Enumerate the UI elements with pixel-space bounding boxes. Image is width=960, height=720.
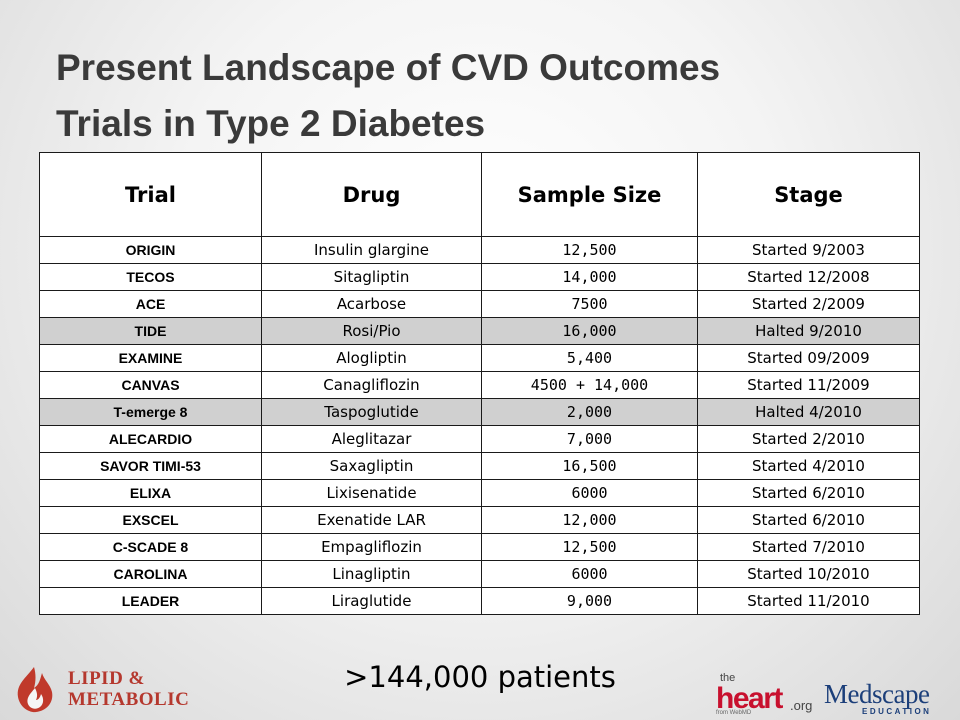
drug-cell: Rosi/Pio — [261, 317, 482, 345]
stage-cell: Started 6/2010 — [697, 506, 920, 534]
trial-cell: ELIXA — [39, 479, 262, 507]
trial-cell: LEADER — [39, 587, 262, 615]
header-stage: Stage — [697, 152, 920, 237]
table-row: C-SCADE 8 Empagliflozin 12,500 Started 7/20… — [39, 533, 920, 561]
trial-cell: ALECARDIO — [39, 425, 262, 453]
theheart-the: the — [720, 672, 736, 684]
medscape-name: Medscape — [824, 679, 930, 709]
drug-cell: Exenatide LAR — [261, 506, 482, 534]
drug-cell: Acarbose — [261, 290, 482, 318]
size-cell: 6000 — [481, 560, 698, 588]
theheart-logo: the heart .org from WebMD — [716, 672, 813, 718]
trial-cell: ACE — [39, 290, 262, 318]
drug-cell: Empagliflozin — [261, 533, 482, 561]
table-row: ALECARDIO Aleglitazar 7,000 Started 2/2010 — [39, 425, 920, 453]
table-row: LEADER Liraglutide 9,000 Started 11/2010 — [39, 587, 920, 615]
stage-cell: Started 4/2010 — [697, 452, 920, 480]
table-row: EXSCEL Exenatide LAR 12,000 Started 6/2010 — [39, 506, 920, 534]
slide-title: Present Landscape of CVD Outcomes Trials… — [56, 40, 720, 152]
size-cell: 5,400 — [481, 344, 698, 372]
trial-cell: EXSCEL — [39, 506, 262, 534]
header-trial: Trial — [39, 152, 262, 237]
table-row: EXAMINE Alogliptin 5,400 Started 09/2009 — [39, 344, 920, 372]
table-row: SAVOR TIMI-53 Saxagliptin 16,500 Started 4/… — [39, 452, 920, 480]
size-cell: 12,500 — [481, 533, 698, 561]
stage-cell: Started 10/2010 — [697, 560, 920, 588]
theheart-org: .org — [790, 698, 813, 713]
drug-cell: Sitagliptin — [261, 263, 482, 291]
size-cell: 12,500 — [481, 236, 698, 264]
size-cell: 9,000 — [481, 587, 698, 615]
stage-cell: Started 2/2009 — [697, 290, 920, 318]
stage-cell: Started 11/2009 — [697, 371, 920, 399]
trial-cell: TECOS — [39, 263, 262, 291]
theheart-heart: heart — [716, 682, 783, 715]
drug-cell: Taspoglutide — [261, 398, 482, 426]
drug-cell: Linagliptin — [261, 560, 482, 588]
stage-cell: Started 9/2003 — [697, 236, 920, 264]
table-row: TECOS Sitagliptin 14,000 Started 12/2008 — [39, 263, 920, 291]
size-cell: 7500 — [481, 290, 698, 318]
stage-cell: Started 11/2010 — [697, 587, 920, 615]
trial-cell: SAVOR TIMI-53 — [39, 452, 262, 480]
table-row: CAROLINA Linagliptin 6000 Started 10/2010 — [39, 560, 920, 588]
table-row-halted: TIDE Rosi/Pio 16,000 Halted 9/2010 — [39, 317, 920, 345]
table-row: ELIXA Lixisenatide 6000 Started 6/2010 — [39, 479, 920, 507]
trials-table: Trial Drug Sample Size Stage ORIGIN Insul… — [39, 152, 920, 615]
stage-cell: Started 7/2010 — [697, 533, 920, 561]
size-cell: 16,000 — [481, 317, 698, 345]
medscape-logo: Medscape EDUCATION — [824, 679, 932, 716]
stage-cell: Started 2/2010 — [697, 425, 920, 453]
size-cell: 2,000 — [481, 398, 698, 426]
total-patients: >144,000 patients — [344, 660, 616, 694]
drug-cell: Insulin glargine — [261, 236, 482, 264]
flame-icon — [17, 667, 53, 713]
table-header-row: Trial Drug Sample Size Stage — [39, 152, 920, 237]
drug-cell: Lixisenatide — [261, 479, 482, 507]
lipid-line-1: LIPID & — [68, 668, 145, 689]
drug-cell: Aleglitazar — [261, 425, 482, 453]
theheart-from: from WebMD — [716, 710, 752, 716]
trial-cell: TIDE — [39, 317, 262, 345]
medscape-education: EDUCATION — [862, 707, 932, 716]
trial-cell: C-SCADE 8 — [39, 533, 262, 561]
stage-cell: Started 6/2010 — [697, 479, 920, 507]
trial-cell: ORIGIN — [39, 236, 262, 264]
table-row: ORIGIN Insulin glargine 12,500 Started 9/20… — [39, 236, 920, 264]
drug-cell: Canagliflozin — [261, 371, 482, 399]
drug-cell: Alogliptin — [261, 344, 482, 372]
drug-cell: Saxagliptin — [261, 452, 482, 480]
table-row-halted: T-emerge 8 Taspoglutide 2,000 Halted 4/2010 — [39, 398, 920, 426]
trial-cell: T-emerge 8 — [39, 398, 262, 426]
stage-cell: Halted 9/2010 — [697, 317, 920, 345]
trial-cell: EXAMINE — [39, 344, 262, 372]
trial-cell: CAROLINA — [39, 560, 262, 588]
stage-cell: Started 12/2008 — [697, 263, 920, 291]
stage-cell: Halted 4/2010 — [697, 398, 920, 426]
size-cell: 12,000 — [481, 506, 698, 534]
header-drug: Drug — [261, 152, 482, 237]
stage-cell: Started 09/2009 — [697, 344, 920, 372]
title-line-1: Present Landscape of CVD Outcomes — [56, 47, 721, 88]
trial-cell: CANVAS — [39, 371, 262, 399]
table-row: CANVAS Canagliflozin 4500 + 14,000 Started … — [39, 371, 920, 399]
size-cell: 4500 + 14,000 — [481, 371, 698, 399]
lipid-line-2: METABOLIC — [68, 689, 190, 710]
lipid-metabolic-logo: LIPID & METABOLIC — [12, 664, 212, 714]
size-cell: 6000 — [481, 479, 698, 507]
drug-cell: Liraglutide — [261, 587, 482, 615]
table-row: ACE Acarbose 7500 Started 2/2009 — [39, 290, 920, 318]
size-cell: 14,000 — [481, 263, 698, 291]
title-line-2: Trials in Type 2 Diabetes — [56, 103, 486, 144]
size-cell: 7,000 — [481, 425, 698, 453]
header-sample-size: Sample Size — [481, 152, 698, 237]
size-cell: 16,500 — [481, 452, 698, 480]
